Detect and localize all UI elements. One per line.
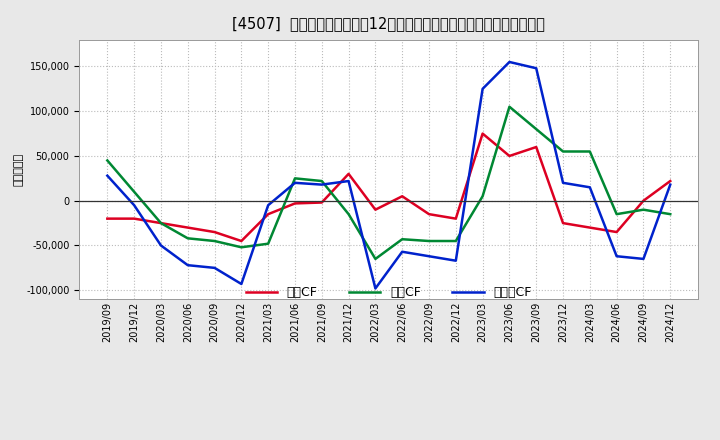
投資CF [237, 245, 246, 250]
投資CF [157, 220, 166, 226]
営業CF [585, 225, 594, 230]
営業CF [264, 212, 272, 217]
投資CF [612, 212, 621, 217]
フリーCF [184, 263, 192, 268]
営業CF [425, 212, 433, 217]
投資CF [478, 194, 487, 199]
投資CF [585, 149, 594, 154]
フリーCF [157, 243, 166, 248]
Title: [4507]  キャッシュフローの12か月移動合計の対前年同期増減額の推移: [4507] キャッシュフローの12か月移動合計の対前年同期増減額の推移 [233, 16, 545, 32]
フリーCF [532, 66, 541, 71]
フリーCF [425, 253, 433, 259]
投資CF [103, 158, 112, 163]
投資CF [505, 104, 514, 110]
投資CF [130, 189, 138, 194]
営業CF [371, 207, 379, 213]
投資CF [184, 236, 192, 241]
Line: フリーCF: フリーCF [107, 62, 670, 289]
投資CF [291, 176, 300, 181]
フリーCF [559, 180, 567, 186]
営業CF [666, 178, 675, 183]
Line: 投資CF: 投資CF [107, 107, 670, 259]
フリーCF [371, 286, 379, 291]
営業CF [237, 238, 246, 244]
投資CF [264, 241, 272, 246]
投資CF [666, 212, 675, 217]
投資CF [344, 212, 353, 217]
投資CF [425, 238, 433, 244]
フリーCF [451, 258, 460, 264]
Y-axis label: （百万円）: （百万円） [14, 153, 23, 186]
フリーCF [585, 185, 594, 190]
投資CF [639, 207, 648, 213]
投資CF [559, 149, 567, 154]
フリーCF [291, 180, 300, 186]
フリーCF [318, 182, 326, 187]
営業CF [184, 225, 192, 230]
投資CF [532, 126, 541, 132]
営業CF [612, 229, 621, 235]
営業CF [639, 198, 648, 203]
フリーCF [210, 265, 219, 271]
営業CF [451, 216, 460, 221]
フリーCF [666, 182, 675, 187]
営業CF [532, 144, 541, 150]
営業CF [478, 131, 487, 136]
営業CF [398, 194, 407, 199]
営業CF [130, 216, 138, 221]
フリーCF [344, 178, 353, 183]
フリーCF [478, 86, 487, 92]
営業CF [210, 229, 219, 235]
投資CF [318, 178, 326, 183]
フリーCF [237, 281, 246, 286]
フリーCF [130, 202, 138, 208]
営業CF [505, 153, 514, 158]
営業CF [318, 200, 326, 205]
フリーCF [505, 59, 514, 65]
フリーCF [612, 253, 621, 259]
Legend: 営業CF, 投資CF, フリーCF: 営業CF, 投資CF, フリーCF [240, 282, 537, 304]
フリーCF [264, 202, 272, 208]
営業CF [291, 201, 300, 206]
営業CF [157, 220, 166, 226]
営業CF [344, 171, 353, 176]
営業CF [559, 220, 567, 226]
投資CF [210, 238, 219, 244]
投資CF [451, 238, 460, 244]
フリーCF [639, 256, 648, 261]
投資CF [398, 237, 407, 242]
フリーCF [398, 249, 407, 254]
投資CF [371, 256, 379, 261]
Line: 営業CF: 営業CF [107, 134, 670, 241]
フリーCF [103, 173, 112, 178]
営業CF [103, 216, 112, 221]
